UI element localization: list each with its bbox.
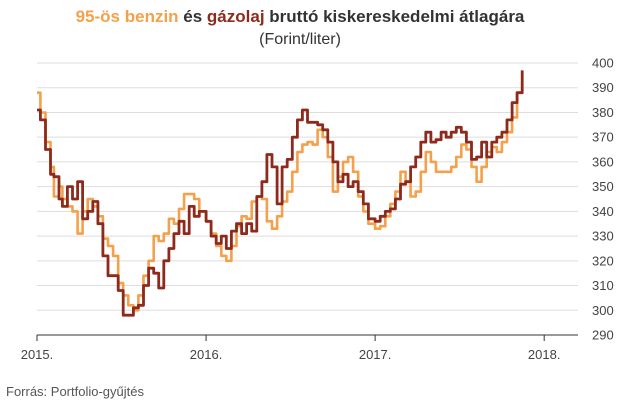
y-tick-label: 300 (592, 303, 614, 318)
title-gazolaj: gázolaj (206, 7, 265, 26)
y-grid (37, 62, 578, 311)
x-tick-label: 2017. (359, 347, 392, 362)
y-tick-label: 380 (592, 105, 614, 120)
price-chart: 290 300 310 320 330 340 350 360 370 380 390 400 201… (21, 56, 614, 363)
y-tick-label: 310 (592, 278, 614, 293)
series-group (37, 70, 524, 317)
y-tick-label: 370 (592, 130, 614, 145)
title-rest: bruttó kiskereskedelmi átlagára (264, 7, 525, 26)
x-tick-label: 2016. (190, 347, 223, 362)
y-axis: 290 300 310 320 330 340 350 360 370 380 390 400 (592, 56, 614, 343)
source-note: Forrás: Portfolio-gyűjtés (6, 384, 144, 399)
title-es: és (178, 7, 207, 26)
series-line-benzin (37, 82, 524, 312)
x-tick-label: 2018. (528, 347, 561, 362)
series-line-gazolaj (37, 70, 524, 317)
y-tick-label: 320 (592, 253, 614, 268)
y-tick-label: 350 (592, 179, 614, 194)
y-tick-label: 340 (592, 204, 614, 219)
chart-subtitle: (Forint/liter) (259, 31, 341, 48)
x-axis: 2015. 2016. 2017. 2018. (21, 335, 561, 362)
y-tick-label: 360 (592, 154, 614, 169)
chart-title: 95-ös benzin és gázolaj bruttó kiskeresk… (0, 6, 600, 28)
title-benzin: 95-ös benzin (75, 7, 179, 26)
y-tick-label: 330 (592, 229, 614, 244)
y-tick-label: 290 (592, 328, 614, 343)
y-tick-label: 390 (592, 80, 614, 95)
y-tick-label: 400 (592, 56, 614, 71)
x-tick-label: 2015. (21, 347, 54, 362)
